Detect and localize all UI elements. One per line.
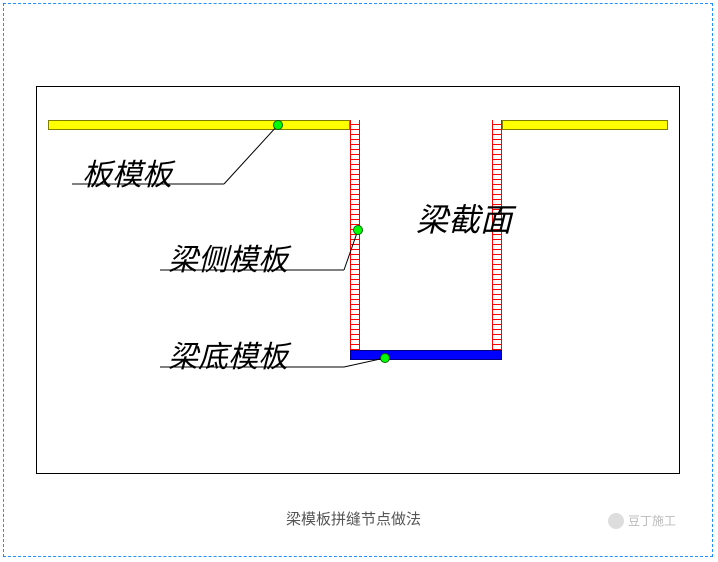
label-slab: 板模板 bbox=[82, 150, 172, 194]
dot-bottom bbox=[380, 353, 390, 363]
beam-bottom-formwork bbox=[350, 350, 502, 360]
label-section: 梁截面 bbox=[416, 195, 512, 241]
dot-slab bbox=[273, 120, 283, 130]
label-side: 梁侧模板 bbox=[168, 235, 288, 279]
watermark-text: 豆丁施工 bbox=[628, 512, 676, 529]
caption: 梁模板拼缝节点做法 bbox=[286, 508, 421, 529]
dot-side bbox=[353, 225, 363, 235]
watermark: 豆丁施工 bbox=[608, 512, 676, 529]
beam-side-left bbox=[350, 120, 360, 350]
slab-formwork-left bbox=[48, 120, 350, 130]
wechat-icon bbox=[608, 513, 624, 529]
label-bottom: 梁底模板 bbox=[168, 332, 288, 376]
slab-formwork-right bbox=[502, 120, 668, 130]
